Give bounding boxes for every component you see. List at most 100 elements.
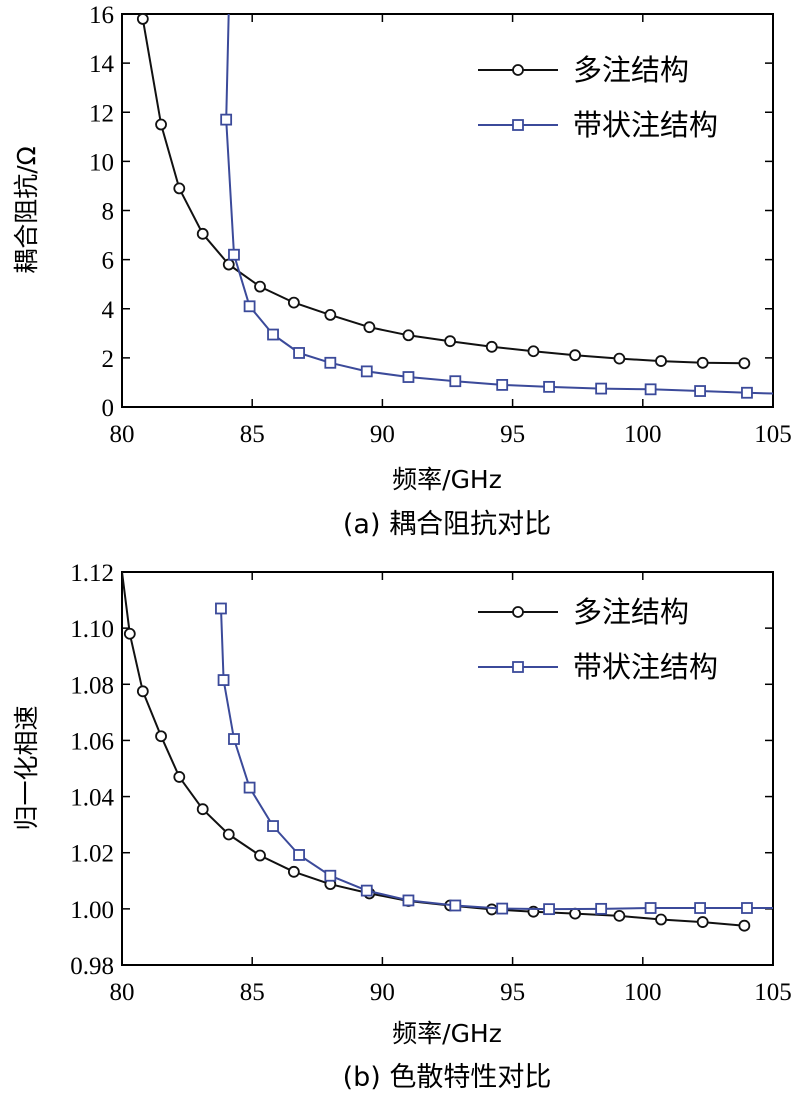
y-axis-label: 耦合阻抗/Ω <box>12 146 41 274</box>
data-point-band <box>741 902 753 914</box>
data-point-band <box>267 328 279 341</box>
y-tick-label: 10 <box>89 149 114 176</box>
data-point-multi <box>613 909 626 922</box>
data-point-multi <box>569 349 581 362</box>
data-point-multi <box>173 771 186 783</box>
data-point-band <box>449 375 462 388</box>
x-axis-label: 频率/GHz <box>392 1019 502 1048</box>
data-point-multi <box>527 345 540 358</box>
x-tick-label: 95 <box>500 421 525 448</box>
chart-caption: (a) 耦合阻抗对比 <box>343 509 551 540</box>
y-tick-label: 1.10 <box>70 616 114 643</box>
legend-marker-multi <box>512 64 524 76</box>
data-point-band <box>243 300 256 313</box>
data-point-band <box>595 382 608 395</box>
plot-frame <box>121 571 774 966</box>
data-point-band <box>644 902 657 914</box>
data-point-multi <box>136 13 149 25</box>
legend-label-multi: 多注结构 <box>573 53 689 87</box>
data-point-band <box>402 894 415 907</box>
data-point-multi <box>363 321 376 334</box>
data-point-band <box>644 383 657 396</box>
data-point-band <box>402 371 415 383</box>
data-point-band <box>449 899 462 912</box>
y-axis-label: 归一化相速 <box>12 705 41 830</box>
data-point-multi <box>254 849 266 862</box>
y-tick-label: 6 <box>102 248 115 275</box>
data-point-band <box>267 820 279 832</box>
x-axis: 80 85 90 95 100 105 <box>110 572 792 1006</box>
data-point-multi <box>485 903 498 916</box>
y-tick-label: 2 <box>102 346 115 373</box>
x-tick-label: 85 <box>240 421 265 448</box>
y-tick-label: 1.08 <box>70 672 114 699</box>
y-tick-label: 0 <box>102 395 115 422</box>
legend-label-multi: 多注结构 <box>573 595 689 629</box>
series-line-multi <box>141 18 745 365</box>
data-point-band <box>217 674 230 686</box>
legend-marker-band <box>512 119 524 131</box>
data-point-multi <box>136 685 149 698</box>
series-layer <box>136 13 773 399</box>
data-point-band <box>243 781 256 794</box>
y-tick-label: 14 <box>89 51 115 78</box>
data-point-multi <box>655 355 667 367</box>
x-tick-label: 85 <box>240 979 265 1006</box>
data-point-multi <box>196 803 209 816</box>
data-point-multi <box>287 296 300 309</box>
data-point-multi <box>324 308 337 321</box>
legend-marker-multi <box>512 606 524 618</box>
data-point-band <box>741 386 753 399</box>
x-tick-label: 100 <box>624 979 662 1006</box>
data-point-band <box>496 902 509 915</box>
legend: 多注结构 带状注结构 <box>478 53 718 142</box>
data-point-multi <box>738 357 751 370</box>
data-point-band <box>228 733 240 745</box>
data-point-multi <box>696 356 709 369</box>
data-point-multi <box>123 627 136 640</box>
data-point-band <box>215 602 227 615</box>
series-layer <box>122 572 773 932</box>
data-point-multi <box>173 182 186 195</box>
y-tick-label: 12 <box>89 100 114 127</box>
y-tick-label: 4 <box>102 297 115 324</box>
data-point-multi <box>613 352 626 365</box>
data-point-multi <box>287 865 300 878</box>
data-point-band <box>324 869 337 882</box>
chart-caption: (b) 色散特性对比 <box>343 1062 552 1093</box>
x-tick-label: 105 <box>754 979 792 1006</box>
legend: 多注结构 带状注结构 <box>478 595 718 684</box>
x-tick-label: 100 <box>624 421 662 448</box>
data-point-multi <box>222 828 235 841</box>
data-point-band <box>694 902 706 914</box>
data-point-band <box>324 356 337 369</box>
data-point-multi <box>222 258 235 271</box>
data-point-band <box>360 884 373 897</box>
data-point-multi <box>485 340 498 353</box>
y-axis: 0 2 4 6 8 10 12 14 16 <box>89 2 773 422</box>
data-point-band <box>228 248 240 261</box>
y-tick-label: 1.12 <box>70 560 114 587</box>
data-point-band <box>543 903 555 916</box>
data-point-band <box>293 347 305 359</box>
data-point-band <box>496 378 509 391</box>
x-tick-label: 95 <box>500 979 525 1006</box>
data-point-multi <box>196 227 209 240</box>
x-tick-label: 80 <box>110 979 135 1006</box>
data-point-band <box>220 113 233 126</box>
data-point-multi <box>402 329 415 342</box>
data-point-multi <box>444 335 457 348</box>
legend-label-band: 带状注结构 <box>573 108 718 142</box>
y-tick-label: 0.98 <box>70 953 114 980</box>
dispersion-chart: 80 85 90 95 100 105 0.98 1.00 1.02 1.04 1.06 1.08 1… <box>12 560 792 1093</box>
data-point-band <box>694 385 706 397</box>
data-point-multi <box>155 730 167 743</box>
y-axis: 0.98 1.00 1.02 1.04 1.06 1.08 1.10 1.12 <box>70 560 773 980</box>
data-point-band <box>293 849 305 861</box>
x-axis-label: 频率/GHz <box>392 465 502 494</box>
x-tick-label: 90 <box>370 421 395 448</box>
data-point-band <box>595 902 608 915</box>
legend-marker-band <box>512 661 524 673</box>
series-line-multi <box>122 572 745 927</box>
